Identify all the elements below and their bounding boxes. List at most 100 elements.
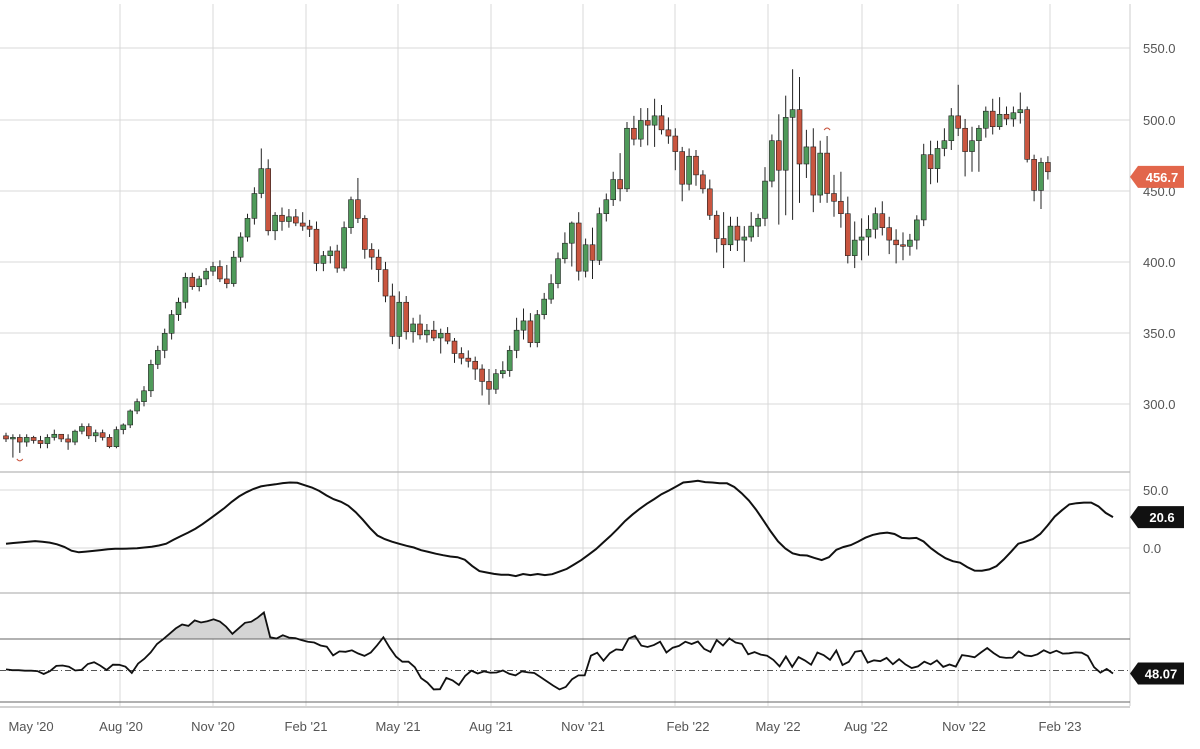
candle-body <box>665 129 672 137</box>
candle-body <box>920 154 927 221</box>
candle-body <box>686 155 692 185</box>
candle-body <box>941 140 948 149</box>
candle-body <box>320 255 327 264</box>
candle-body <box>982 110 989 129</box>
candle-body <box>161 333 168 351</box>
candle-body <box>361 218 368 250</box>
x-tick-label: Aug '20 <box>99 719 143 734</box>
candle-body <box>575 222 582 272</box>
lower-indicator-line <box>5 610 1114 691</box>
overbought-fill-layer <box>163 612 736 639</box>
candle-body <box>30 437 37 441</box>
candle-body <box>437 333 444 339</box>
high-marker <box>823 127 831 131</box>
candle-body <box>313 228 320 264</box>
candle-body <box>210 266 216 272</box>
candle-body <box>382 269 389 297</box>
candle-body <box>727 225 734 246</box>
candle-body <box>872 213 879 230</box>
candle-body <box>348 199 354 228</box>
candle-body <box>134 401 140 412</box>
candle-body <box>651 115 658 126</box>
candle-body <box>106 437 113 448</box>
candle-body <box>789 109 796 118</box>
candle-body <box>217 266 223 280</box>
candle-body <box>541 298 548 315</box>
candle-body <box>486 381 492 390</box>
candle-body <box>1024 109 1030 160</box>
candle-body <box>1017 109 1024 114</box>
candle-body <box>465 357 472 362</box>
candle-body <box>824 152 830 194</box>
candle-body <box>417 323 423 336</box>
candle-body <box>548 283 554 300</box>
candle-body <box>720 238 727 246</box>
candle-body <box>838 200 844 214</box>
candle-body <box>1038 162 1044 191</box>
price-tick-label: 400.0 <box>1143 255 1176 270</box>
candle-body <box>900 244 906 247</box>
candle-body <box>948 115 955 141</box>
candle-body <box>568 222 575 244</box>
candle-body <box>327 250 334 256</box>
x-tick-label: Nov '20 <box>191 719 235 734</box>
x-tick-label: Aug '22 <box>844 719 888 734</box>
x-tick-label: Nov '21 <box>561 719 605 734</box>
candle-body <box>51 433 58 438</box>
candlestick-series <box>3 69 1051 462</box>
panel-separators <box>0 471 1130 708</box>
candle-body <box>527 320 534 343</box>
candle-body <box>624 127 630 190</box>
price-tick-label: 300.0 <box>1143 397 1176 412</box>
candle-body <box>16 437 23 443</box>
candle-body <box>292 216 299 224</box>
x-tick-label: May '21 <box>375 719 420 734</box>
candle-body <box>555 258 561 284</box>
candle-body <box>189 277 196 288</box>
candle-body <box>803 146 810 165</box>
candle-body <box>520 320 527 331</box>
candle-body <box>976 127 982 141</box>
candle-body <box>637 120 644 140</box>
mid-tick-label: 0.0 <box>1143 541 1161 556</box>
mid-last-value-label: 20.6 <box>1149 510 1174 525</box>
candle-body <box>141 390 147 402</box>
candle-body <box>844 213 851 256</box>
candle-body <box>334 250 341 269</box>
price-tick-label: 550.0 <box>1143 41 1176 56</box>
candle-body <box>58 433 65 440</box>
candle-body <box>506 350 513 371</box>
mid-indicator-series <box>5 479 1114 578</box>
mid-tick-label: 50.0 <box>1143 483 1168 498</box>
low-marker <box>16 458 24 462</box>
candle-body <box>65 438 71 443</box>
candle-body <box>479 368 485 382</box>
candle-body <box>582 244 589 272</box>
candle-body <box>879 213 886 228</box>
x-tick-label: May '22 <box>755 719 800 734</box>
candle-body <box>603 199 610 215</box>
candle-body <box>693 155 699 176</box>
candle-body <box>86 426 92 437</box>
candle-body <box>679 151 686 185</box>
candle-body <box>658 115 665 131</box>
candle-body <box>230 256 237 284</box>
candle-body <box>672 135 679 152</box>
candle-body <box>424 329 430 336</box>
candle-body <box>410 323 416 333</box>
price-tick-label: 500.0 <box>1143 113 1176 128</box>
candle-body <box>762 180 768 219</box>
x-tick-label: Feb '23 <box>1039 719 1082 734</box>
candle-body <box>403 301 410 333</box>
last-price-label: 456.7 <box>1146 170 1179 185</box>
last-price-tag <box>1130 165 1184 188</box>
lower-indicator-series <box>0 610 1130 703</box>
candle-body <box>203 270 209 280</box>
candle-body <box>962 127 968 152</box>
candle-body <box>493 373 499 390</box>
candle-body <box>99 432 106 438</box>
candle-body <box>251 193 258 219</box>
candle-body <box>996 113 1003 128</box>
